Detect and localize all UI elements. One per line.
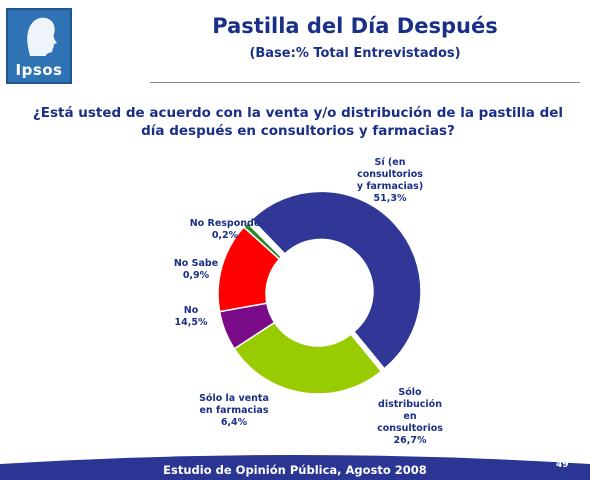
slice-solo-distribucion: [233, 321, 383, 395]
slice-label-solo-distribucion: Sólo distribución en consultorios 26,7%: [377, 387, 443, 446]
page-number: 49: [556, 460, 569, 470]
logo-text: Ipsos: [15, 61, 63, 79]
page-subtitle: (Base:% Total Entrevistados): [249, 46, 461, 61]
page-title: Pastilla del Día Después: [212, 14, 498, 38]
footer-text: Estudio de Opinión Pública, Agosto 2008: [163, 463, 427, 477]
survey-question: ¿Está usted de acuerdo con la venta y/o …: [32, 105, 564, 139]
slice-label-no-responde: No Responde 0,2%: [189, 218, 261, 241]
slice-label-solo-venta: Sólo la venta en farmacias 6,4%: [199, 393, 269, 428]
ipsos-logo: Ipsos: [6, 8, 72, 84]
slice-label-no-sabe: No Sabe 0,9%: [173, 258, 219, 281]
header-divider: [150, 82, 580, 83]
slice-si: [250, 190, 422, 370]
profile-head-icon: [27, 17, 57, 56]
slice-label-no: No 14,5%: [174, 305, 208, 328]
footer-band: [0, 455, 590, 480]
slice-no-responde: [246, 221, 283, 259]
slice-label-si: Sí (en consultorios y farmacias) 51,3%: [356, 157, 424, 204]
